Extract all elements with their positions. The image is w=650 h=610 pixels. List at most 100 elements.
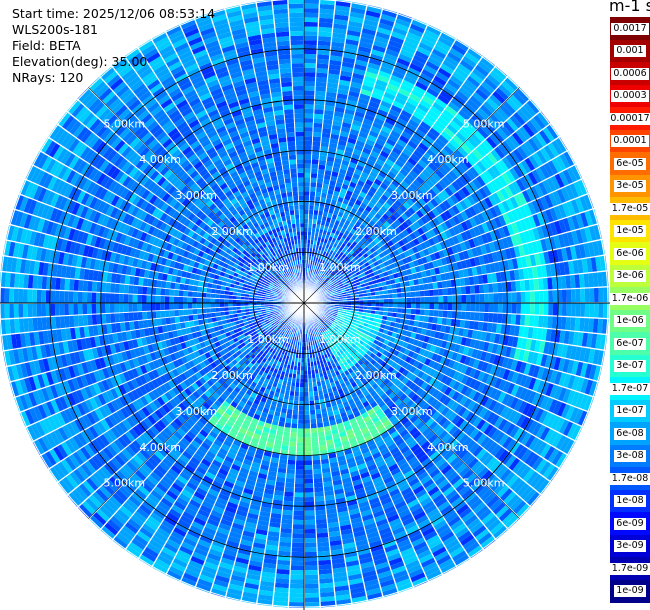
beta-gate-cell xyxy=(387,330,393,337)
beta-gate-cell xyxy=(531,456,544,471)
beta-gate-cell xyxy=(414,50,429,61)
beta-gate-cell xyxy=(347,185,355,193)
beta-gate-cell xyxy=(520,303,526,314)
beta-gate-cell xyxy=(365,109,377,118)
beta-gate-cell xyxy=(368,100,380,109)
beta-gate-cell xyxy=(483,154,494,167)
beta-gate-cell xyxy=(436,339,443,347)
beta-gate-cell xyxy=(330,175,338,182)
beta-gate-cell xyxy=(415,188,425,198)
beta-gate-cell xyxy=(540,238,548,252)
beta-gate-cell xyxy=(326,286,331,290)
beta-gate-cell xyxy=(475,245,483,256)
beta-gate-cell xyxy=(506,382,516,395)
beta-gate-cell xyxy=(391,565,407,575)
beta-gate-cell xyxy=(527,351,535,364)
beta-gate-cell xyxy=(468,180,478,192)
beta-gate-cell xyxy=(385,439,395,448)
beta-gate-cell xyxy=(324,170,332,176)
beta-gate-cell xyxy=(506,118,519,132)
beta-gate-cell xyxy=(540,353,548,367)
beta-gate-cell xyxy=(513,479,526,494)
beta-gate-cell xyxy=(557,303,563,316)
beta-gate-cell xyxy=(343,361,349,367)
beta-gate-cell xyxy=(493,204,502,216)
beta-gate-cell xyxy=(389,384,398,392)
beta-gate-cell xyxy=(353,450,363,458)
beta-gate-cell xyxy=(420,155,431,166)
beta-gate-cell xyxy=(393,66,407,76)
beta-gate-cell xyxy=(321,132,331,139)
beta-gate-cell xyxy=(334,318,339,323)
beta-gate-cell xyxy=(356,50,371,58)
beta-gate-cell xyxy=(434,550,450,562)
beta-gate-cell xyxy=(332,190,340,197)
beta-gate-cell xyxy=(391,316,397,323)
beta-gate-cell xyxy=(346,353,352,359)
beta-gate-cell xyxy=(516,256,523,269)
beta-gate-cell xyxy=(451,262,458,271)
beta-gate-cell xyxy=(298,354,302,359)
beta-gate-cell xyxy=(327,189,334,195)
beta-gate-cell xyxy=(416,362,424,370)
beta-gate-cell xyxy=(421,194,430,204)
beta-gate-cell xyxy=(333,333,338,338)
beta-gate-cell xyxy=(481,511,496,525)
beta-gate-cell xyxy=(359,37,374,45)
beta-gate-cell xyxy=(523,389,533,402)
beta-gate-cell xyxy=(342,281,348,286)
beta-gate-cell xyxy=(378,286,383,291)
beta-gate-cell xyxy=(362,198,370,206)
beta-gate-cell xyxy=(509,151,521,165)
beta-gate-cell xyxy=(404,144,415,153)
beta-gate-cell xyxy=(419,424,429,434)
beta-gate-cell xyxy=(425,417,435,427)
beta-gate-cell xyxy=(304,474,314,479)
beta-gate-cell xyxy=(532,422,543,436)
beta-gate-cell xyxy=(390,31,406,41)
beta-gate-cell xyxy=(317,49,330,56)
beta-gate-cell xyxy=(513,245,521,258)
beta-gate-cell xyxy=(316,339,320,345)
beta-gate-cell xyxy=(328,530,341,537)
beta-gate-cell xyxy=(468,238,476,249)
beta-gate-cell xyxy=(557,203,567,219)
beta-gate-cell xyxy=(321,264,326,269)
beta-gate-cell xyxy=(448,217,457,227)
beta-gate-cell xyxy=(330,270,335,276)
beta-gate-cell xyxy=(333,311,338,314)
beta-gate-cell xyxy=(550,175,561,190)
beta-gate-cell xyxy=(418,250,426,258)
beta-gate-cell xyxy=(423,392,432,402)
beta-gate-cell xyxy=(304,370,308,375)
beta-gate-cell xyxy=(350,586,366,595)
beta-gate-cell xyxy=(382,162,392,171)
beta-gate-cell xyxy=(304,387,309,392)
beta-gate-cell xyxy=(368,535,381,544)
beta-gate-cell xyxy=(375,138,386,146)
beta-gate-cell xyxy=(524,375,533,389)
beta-gate-cell xyxy=(329,540,343,547)
beta-gate-cell xyxy=(472,416,483,428)
beta-gate-cell xyxy=(335,589,351,597)
beta-gate-cell xyxy=(470,498,483,511)
beta-gate-cell xyxy=(354,345,360,351)
beta-gate-cell xyxy=(469,285,475,294)
beta-gate-cell xyxy=(435,205,444,215)
beta-gate-cell xyxy=(405,355,412,364)
beta-gate-cell xyxy=(423,64,437,75)
beta-gate-cell xyxy=(312,136,321,142)
beta-gate-cell xyxy=(323,288,328,292)
beta-gate-cell xyxy=(420,233,428,242)
beta-gate-cell xyxy=(457,146,469,158)
beta-gate-cell xyxy=(414,346,422,354)
beta-gate-cell xyxy=(304,113,314,119)
beta-gate-cell xyxy=(337,139,347,147)
beta-gate-cell xyxy=(339,75,352,82)
beta-gate-cell xyxy=(319,573,333,580)
beta-gate-cell xyxy=(246,479,257,487)
beta-gate-cell xyxy=(383,294,389,299)
beta-gate-cell xyxy=(377,22,393,31)
beta-gate-cell xyxy=(571,375,580,391)
beta-gate-cell xyxy=(307,366,312,371)
